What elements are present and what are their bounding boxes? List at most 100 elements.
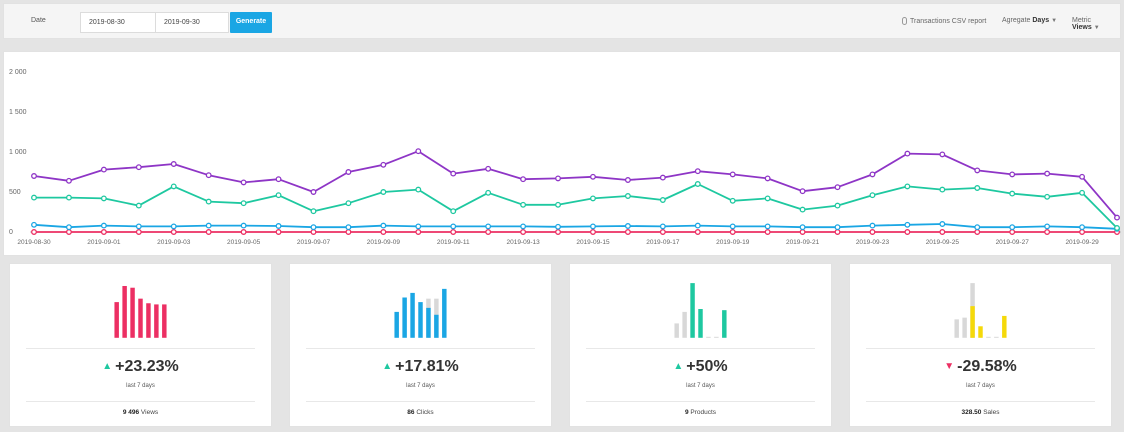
data-point[interactable]	[974, 224, 981, 231]
data-point[interactable]	[799, 188, 806, 195]
data-point[interactable]	[31, 194, 37, 201]
data-point[interactable]	[170, 229, 177, 235]
data-point[interactable]	[310, 208, 317, 215]
data-point[interactable]	[904, 221, 911, 228]
data-point[interactable]	[240, 222, 247, 229]
data-point[interactable]	[799, 224, 806, 231]
data-point[interactable]	[834, 184, 841, 191]
data-point[interactable]	[974, 229, 981, 235]
data-point[interactable]	[310, 189, 317, 195]
data-point[interactable]	[729, 171, 736, 178]
data-point[interactable]	[170, 183, 177, 190]
data-point[interactable]	[659, 197, 666, 203]
start-date-input[interactable]: 2019-08-30	[80, 12, 155, 33]
data-point[interactable]	[65, 224, 72, 231]
data-point[interactable]	[974, 185, 981, 191]
data-point[interactable]	[450, 229, 457, 235]
data-point[interactable]	[520, 223, 527, 230]
aggregate-dropdown[interactable]: Agregate Days ▼	[1002, 17, 1057, 24]
end-date-input[interactable]: 2019-09-30	[155, 12, 229, 33]
data-point[interactable]	[590, 195, 596, 202]
data-point[interactable]	[31, 173, 37, 179]
data-point[interactable]	[904, 183, 911, 190]
data-point[interactable]	[205, 198, 212, 205]
metric-dropdown[interactable]: Metric Views ▼	[1072, 17, 1120, 31]
data-point[interactable]	[275, 176, 282, 183]
data-point[interactable]	[310, 229, 317, 235]
data-point[interactable]	[694, 222, 701, 229]
data-point[interactable]	[974, 167, 981, 174]
data-point[interactable]	[170, 161, 177, 167]
data-point[interactable]	[869, 229, 876, 235]
data-point[interactable]	[590, 223, 596, 230]
data-point[interactable]	[555, 223, 561, 230]
data-point[interactable]	[65, 177, 72, 184]
data-point[interactable]	[1114, 214, 1120, 221]
data-point[interactable]	[904, 229, 911, 235]
data-point[interactable]	[939, 151, 946, 158]
data-point[interactable]	[100, 222, 107, 229]
data-point[interactable]	[624, 177, 631, 183]
data-point[interactable]	[1009, 224, 1016, 231]
data-point[interactable]	[904, 150, 911, 157]
data-point[interactable]	[65, 194, 72, 201]
data-point[interactable]	[65, 229, 72, 235]
data-point[interactable]	[520, 201, 527, 208]
data-point[interactable]	[799, 206, 806, 213]
data-point[interactable]	[590, 229, 596, 235]
data-point[interactable]	[939, 186, 946, 193]
data-point[interactable]	[205, 222, 212, 229]
data-point[interactable]	[135, 164, 142, 171]
data-point[interactable]	[345, 200, 352, 207]
data-point[interactable]	[415, 229, 422, 235]
csv-report-link[interactable]: Transactions CSV report	[902, 17, 986, 25]
data-point[interactable]	[100, 166, 107, 173]
data-point[interactable]	[1009, 171, 1016, 178]
data-point[interactable]	[345, 169, 352, 175]
data-point[interactable]	[694, 168, 701, 175]
data-point[interactable]	[624, 223, 631, 229]
data-point[interactable]	[485, 165, 492, 172]
data-point[interactable]	[380, 222, 387, 229]
data-point[interactable]	[275, 223, 282, 229]
data-point[interactable]	[520, 229, 527, 235]
data-point[interactable]	[380, 189, 387, 195]
data-point[interactable]	[729, 229, 736, 235]
data-point[interactable]	[555, 229, 561, 235]
data-point[interactable]	[1079, 229, 1086, 235]
data-point[interactable]	[834, 224, 841, 231]
data-point[interactable]	[135, 229, 142, 235]
data-point[interactable]	[624, 229, 631, 235]
data-point[interactable]	[869, 171, 876, 178]
data-point[interactable]	[729, 197, 736, 204]
data-point[interactable]	[485, 229, 492, 235]
data-point[interactable]	[590, 173, 596, 180]
data-point[interactable]	[415, 186, 422, 193]
data-point[interactable]	[1044, 193, 1051, 200]
data-point[interactable]	[485, 223, 492, 230]
data-point[interactable]	[275, 229, 282, 235]
data-point[interactable]	[764, 229, 771, 235]
data-point[interactable]	[135, 202, 142, 209]
data-point[interactable]	[834, 202, 841, 209]
data-point[interactable]	[415, 223, 422, 230]
data-point[interactable]	[1079, 224, 1086, 231]
data-point[interactable]	[659, 174, 666, 181]
data-point[interactable]	[380, 229, 387, 235]
data-point[interactable]	[729, 223, 736, 230]
data-point[interactable]	[380, 161, 387, 168]
data-point[interactable]	[205, 172, 212, 179]
data-point[interactable]	[240, 179, 247, 186]
data-point[interactable]	[310, 224, 317, 231]
data-point[interactable]	[205, 229, 212, 235]
data-point[interactable]	[939, 221, 946, 227]
data-point[interactable]	[345, 224, 352, 231]
data-point[interactable]	[170, 223, 177, 230]
data-point[interactable]	[624, 193, 631, 199]
data-point[interactable]	[345, 229, 352, 235]
data-point[interactable]	[135, 223, 142, 230]
data-point[interactable]	[450, 208, 457, 215]
data-point[interactable]	[659, 223, 666, 230]
data-point[interactable]	[764, 223, 771, 230]
data-point[interactable]	[939, 229, 946, 235]
